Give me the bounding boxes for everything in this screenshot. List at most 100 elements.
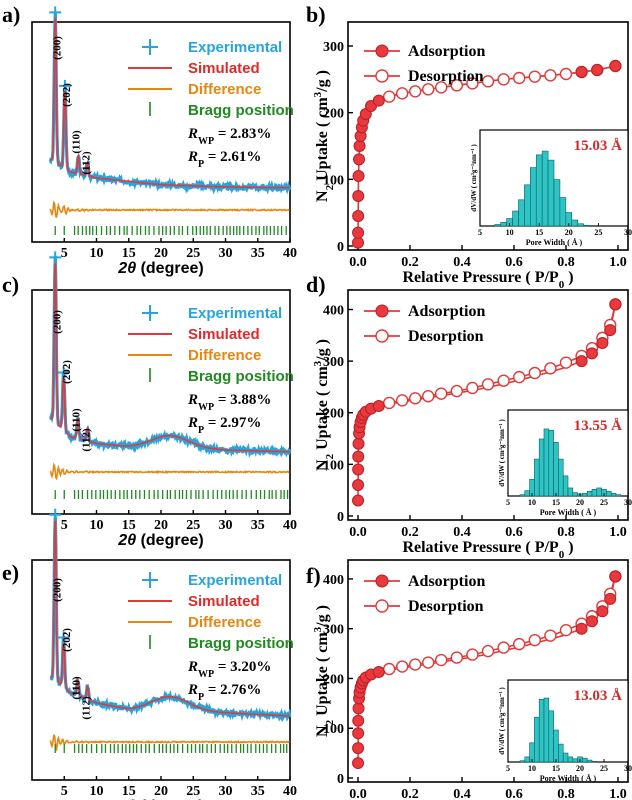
pore-size-bar [538,699,545,763]
desorption-line [388,65,616,98]
xrd-panel-e: 5 10 15 20 25 30 35 40 2θ (degree) (200) (202) (110… [31,508,297,800]
desorption-point [396,660,409,673]
legend-difference-label: Difference [188,347,261,364]
pore-size-bar [524,756,530,763]
pore-size-bar [558,458,564,497]
inset-x-tick-label: 20 [565,228,573,237]
peak-label: (200) [51,310,63,334]
adsorption-point [352,727,365,740]
y-tick-label: 400 [323,303,344,318]
desorption-point [422,656,435,669]
x-tick-label: 1.0 [609,255,627,270]
isotherm-panel-d: 0.0 0.2 0.4 0.6 0.8 1.0 0 100 200 300 400 Relative … [312,289,632,561]
x-tick-label: 35 [251,784,265,799]
desorption-point [559,67,573,81]
peak-marker [49,6,62,19]
adsorption-point [352,437,365,450]
legend-experimental-marker [142,39,158,55]
inset-x-tick-label: 30 [624,498,632,507]
x-tick-label: 35 [251,518,265,533]
x-tick-label: 25 [186,518,200,533]
adsorption-point [591,64,604,76]
adsorption-point [352,757,365,770]
pore-size-bar [559,197,567,227]
pore-size-bar [548,429,554,497]
pore-size-bar [610,493,617,497]
rp-value: RP = 2.61% [187,149,261,170]
legend: Adsorption Desorption [364,573,485,615]
desorption-point [409,658,422,671]
inset-x-tick-label: 30 [624,764,632,773]
desorption-point [497,374,510,387]
x-tick-label: 30 [219,784,233,799]
desorption-point [481,644,495,658]
pore-size-annotation: 13.55 Å [574,418,623,434]
desorption-point [435,387,448,400]
peak-marker [49,508,62,521]
panel-label: f) [306,563,321,588]
pore-size-bar [524,184,531,227]
x-tick-label: 0.4 [453,255,471,270]
pore-size-bar [538,438,545,497]
x-tick-label: 40 [283,246,297,261]
adsorption-point [575,66,588,78]
adsorption-point [609,298,622,311]
x-tick-label: 0.2 [401,525,419,540]
pore-size-bar [567,487,574,497]
y-tick-label: 400 [323,573,344,588]
legend-simulated-label: Simulated [188,326,260,343]
legend-difference-label: Difference [188,81,261,98]
adsorption-point [352,190,365,202]
xrd-panel-a: 5 10 15 20 25 30 35 40 2θ (degree) (200) (202) (110… [31,6,297,277]
panel-label: b) [306,2,326,27]
panel-label: e) [2,560,19,585]
x-tick-label: 0.8 [557,787,575,800]
x-tick-label: 0.4 [453,787,471,800]
legend-desorption-marker [375,599,389,613]
desorption-point [497,73,510,86]
simulated-trace [50,12,291,189]
difference-trace [49,462,290,481]
adsorption-point [604,592,617,605]
x-tick-label: 5 [61,518,68,533]
rwp-value: RWP = 3.88% [187,392,271,413]
pore-size-bar [534,458,540,497]
x-tick-label: 40 [283,784,297,799]
adsorption-point [352,170,365,182]
pore-size-bar [548,710,554,763]
desorption-point [528,70,541,83]
legend-experimental-marker [142,572,158,588]
y-tick-label: 0 [337,510,344,525]
desorption-point [544,629,557,642]
desorption-point [544,69,557,82]
pore-size-bar [547,159,555,227]
pore-size-bar [572,758,578,763]
x-tick-label: 30 [219,518,233,533]
inset-x-axis-label: Pore Width ( Å ) [540,774,597,783]
pore-size-bar [512,210,519,227]
desorption-point [513,71,526,85]
x-tick-label: 0.8 [557,525,575,540]
x-tick-label: 0.0 [349,255,367,270]
adsorption-point [352,714,365,727]
pore-size-bar [586,759,593,763]
desorption-point [544,362,557,375]
adsorption-point [596,605,609,618]
desorption-point [383,662,396,676]
x-tick-label: 15 [122,518,136,533]
legend-simulated-label: Simulated [188,60,260,77]
desorption-point [481,75,495,88]
pore-size-bar [596,487,602,497]
peak-label: (200) [51,36,63,60]
pore-size-bar [543,697,550,763]
x-axis-label: 2θ (degree) [117,532,203,549]
adsorption-point [352,210,365,222]
rwp-value: RWP = 2.83% [187,126,271,147]
legend-desorption-marker [375,69,389,83]
simulated-trace [50,514,290,717]
x-tick-label: 15 [122,246,136,261]
y-tick-label: 300 [323,623,344,638]
desorption-point [450,79,463,92]
desorption-point [481,378,495,391]
pore-size-inset: 5 10 15 20 25 30 Pore Width ( Å ) dV/dW ( cm³g⁻… [498,679,632,783]
